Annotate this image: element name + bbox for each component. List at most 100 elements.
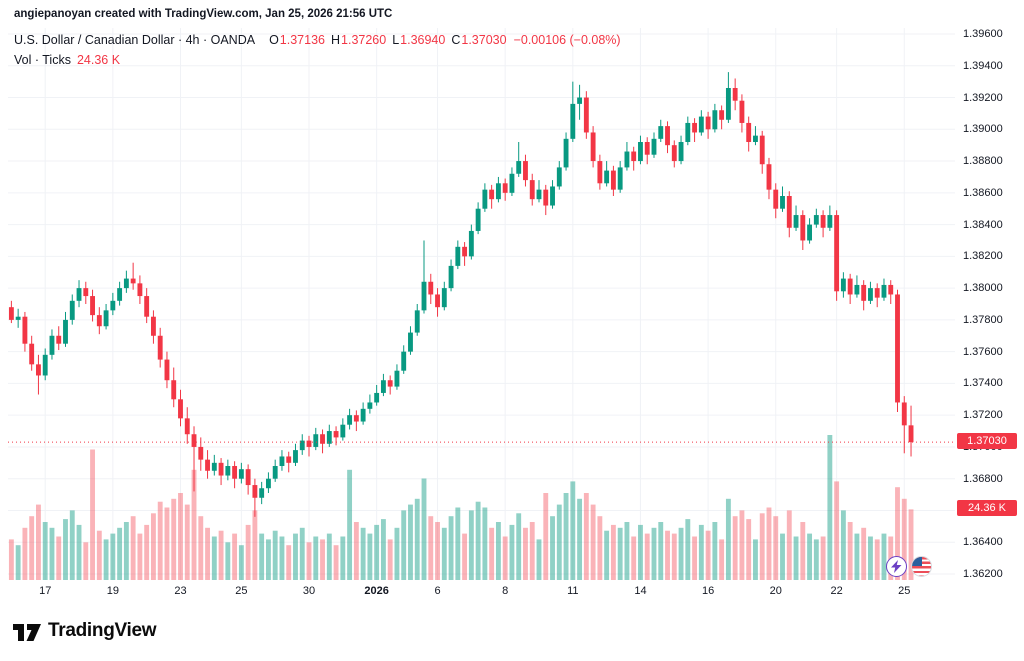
chart-legend: U.S. Dollar / Canadian Dollar · 4h · OAN…: [14, 30, 621, 70]
symbol-title[interactable]: U.S. Dollar / Canadian Dollar · 4h · OAN…: [14, 33, 256, 47]
candle-body: [320, 434, 325, 444]
volume-bar: [563, 493, 569, 580]
tradingview-logo[interactable]: TradingView: [13, 617, 157, 645]
candle-body: [800, 215, 806, 241]
candle-body: [96, 315, 102, 327]
time-tick-label: 20: [769, 585, 782, 597]
candle-body: [509, 173, 515, 193]
high-value: 1.37260: [341, 33, 387, 47]
lightning-bolt-icon: [891, 560, 902, 573]
candle-body: [502, 183, 508, 193]
volume-bar: [901, 498, 907, 580]
candle-body: [441, 288, 447, 308]
candle-body: [610, 170, 616, 190]
volume-label[interactable]: Vol · Ticks: [14, 53, 71, 67]
candle-body: [90, 296, 95, 316]
spark-icon[interactable]: [886, 556, 907, 577]
candle-body: [259, 488, 265, 498]
candle-body: [333, 431, 339, 438]
candle-body: [725, 88, 731, 120]
volume-badge: 24.36 K: [957, 500, 1017, 517]
candle-body: [49, 335, 55, 355]
candle-body: [732, 88, 738, 101]
volume-bar: [489, 527, 495, 580]
candle-body: [671, 145, 677, 162]
volume-bar: [69, 510, 75, 580]
candle-body: [543, 189, 549, 206]
volume-bar: [712, 522, 718, 580]
candle-body: [624, 151, 630, 168]
volume-bar: [570, 481, 576, 580]
volume-bar: [157, 501, 163, 580]
candle-body: [495, 183, 501, 200]
volume-bar: [665, 530, 670, 580]
candle-body: [631, 151, 637, 162]
volume-bar: [272, 530, 278, 580]
volume-bar: [178, 493, 183, 580]
volume-bar: [827, 435, 833, 580]
volume-bar: [63, 519, 68, 580]
price-tick-label: 1.37400: [963, 377, 1003, 390]
volume-bar: [516, 513, 522, 580]
candle-body: [272, 466, 278, 479]
volume-bar: [766, 507, 772, 580]
candle-body: [685, 122, 691, 142]
candle-body: [435, 294, 440, 308]
volume-bar: [353, 522, 359, 580]
volume-bar: [110, 533, 116, 580]
volume-bar: [211, 536, 217, 580]
volume-bar: [198, 516, 204, 580]
candle-body: [137, 283, 143, 297]
volume-bar: [103, 539, 109, 580]
volume-bar: [638, 524, 643, 580]
candle-body: [847, 278, 853, 295]
price-tick-label: 1.38400: [963, 218, 1003, 231]
volume-bar: [793, 536, 799, 580]
price-tick-label: 1.36800: [963, 472, 1003, 485]
volume-bar: [813, 539, 819, 580]
candle-body: [374, 392, 380, 403]
volume-bar: [773, 516, 779, 580]
time-tick-label: 16: [701, 585, 715, 597]
candle-body: [854, 284, 860, 295]
candle-body: [773, 189, 779, 209]
candle-body: [868, 288, 873, 301]
candle-body: [150, 316, 156, 336]
volume-bar: [577, 498, 583, 580]
candle-body: [63, 319, 68, 344]
volume-bar: [685, 519, 691, 580]
volume-bar: [90, 449, 95, 580]
candle-body: [184, 418, 190, 435]
candle-body: [171, 380, 177, 400]
time-tick-label: 25: [898, 585, 911, 597]
volume-bar: [76, 524, 82, 580]
volume-bar: [468, 510, 474, 580]
candle-body: [56, 335, 62, 344]
time-tick-label: 25: [235, 585, 248, 597]
candle-body: [536, 189, 542, 200]
volume-bar: [631, 536, 637, 580]
candle-body: [766, 164, 772, 190]
volume-bar: [367, 533, 373, 580]
candle-body: [401, 351, 407, 371]
time-tick-label: 8: [502, 585, 509, 597]
volume-bar: [306, 542, 312, 580]
candlestick-chart[interactable]: [8, 28, 955, 580]
candle-body: [455, 246, 461, 266]
candle-body: [462, 246, 468, 257]
us-flag-icon[interactable]: [911, 556, 932, 577]
candle-body: [550, 186, 555, 206]
candle-body: [888, 284, 894, 295]
volume-bar: [671, 533, 677, 580]
candle-body: [387, 380, 393, 387]
volume-bar: [854, 533, 860, 580]
volume-bar: [49, 527, 55, 580]
candle-body: [820, 215, 826, 228]
candle-body: [198, 446, 204, 460]
candle-body: [69, 300, 75, 320]
price-tick-label: 1.37600: [963, 345, 1003, 358]
candle-body: [394, 370, 400, 387]
candle-body: [489, 189, 495, 200]
brand-name: TradingView: [48, 620, 157, 641]
candle-body: [380, 380, 386, 393]
